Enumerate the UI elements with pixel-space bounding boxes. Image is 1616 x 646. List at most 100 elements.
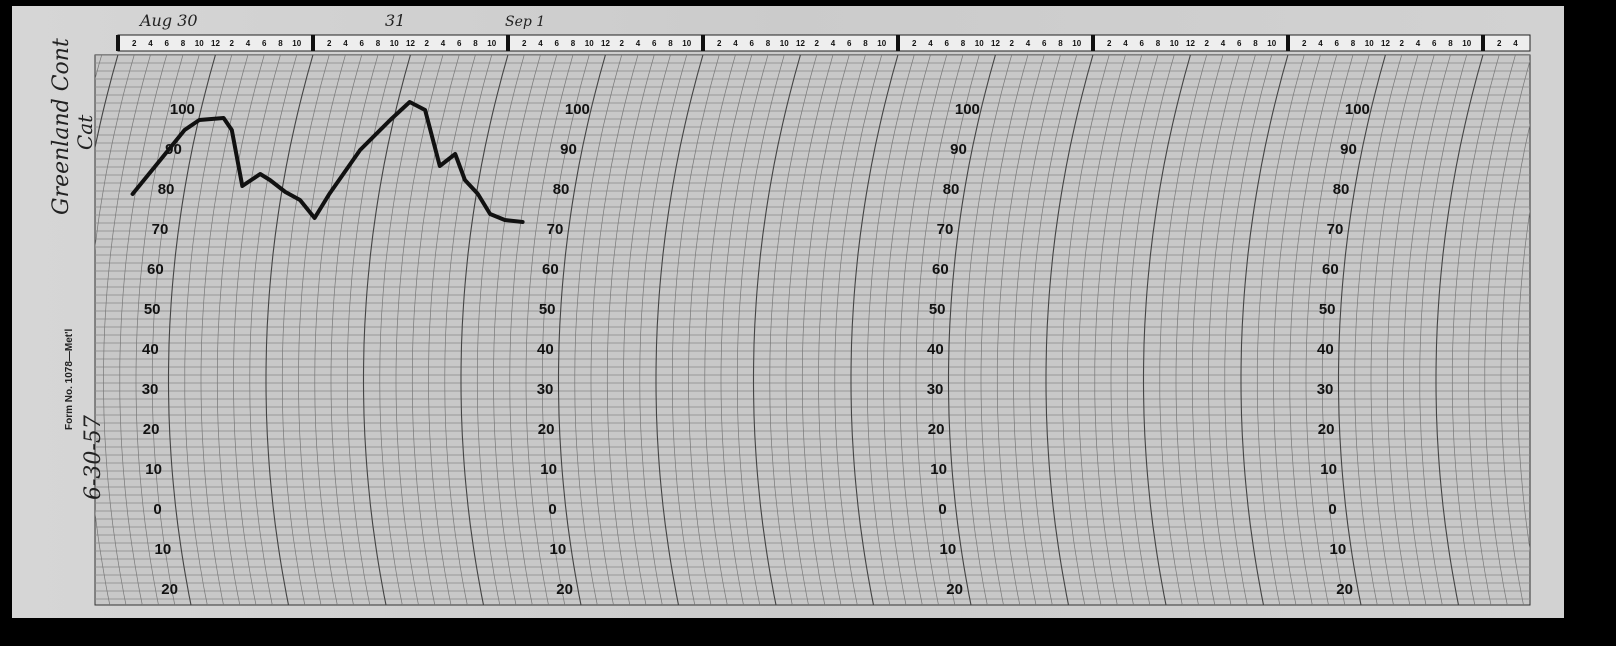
hour-label: 2 [815,39,820,48]
time-line [1061,55,1110,605]
time-line [704,55,753,605]
time-line [834,55,883,605]
hour-label: 4 [538,39,543,48]
time-line [931,55,980,605]
hour-label: 6 [750,39,755,48]
time-line [1419,55,1468,605]
temperature-label: 10 [540,461,557,478]
time-line [574,55,623,605]
hour-label: 4 [831,39,836,48]
temperature-label: 20 [556,581,573,598]
hour-label: 10 [487,39,496,48]
time-line [346,55,395,605]
time-line [1484,59,1530,605]
hour-label: 2 [230,39,235,48]
hour-label: 12 [991,39,1000,48]
hour-label: 10 [292,39,301,48]
hour-label: 10 [975,39,984,48]
hour-label: 6 [360,39,365,48]
temperature-label: 70 [1327,221,1344,238]
hour-label: 10 [1072,39,1081,48]
temperature-label: 30 [927,381,944,398]
hour-label: 2 [620,39,625,48]
temperature-label: 50 [144,301,161,318]
day-separator [311,35,315,51]
time-line [362,55,411,605]
hour-label: 2 [1400,39,1405,48]
temperature-label: 40 [537,341,554,358]
hour-label: 8 [278,39,283,48]
time-line [103,55,151,605]
hour-label: 6 [1335,39,1340,48]
temperature-label: 10 [930,461,947,478]
hour-label: 4 [1416,39,1421,48]
temperature-label: 0 [153,501,161,518]
temperature-label: 10 [550,541,567,558]
time-line [1159,55,1208,605]
time-line [1468,55,1516,605]
hour-label: 8 [1351,39,1356,48]
hour-label: 8 [1253,39,1258,48]
time-line [330,55,379,605]
temperature-label: 90 [165,141,182,158]
temperature-label: 50 [929,301,946,318]
handwritten-date: 31 [385,11,405,30]
temperature-label: 30 [1317,381,1334,398]
hour-label: 4 [441,39,446,48]
temperature-label: 60 [147,261,164,278]
temperature-label: 60 [932,261,949,278]
time-line [1013,55,1061,605]
hour-label: 2 [717,39,722,48]
temperature-label: 90 [950,141,967,158]
time-line [1566,55,1613,605]
time-line [200,55,249,605]
time-line [1337,55,1386,605]
temperature-label: 100 [170,101,195,118]
hour-label: 6 [457,39,462,48]
temperature-label: 80 [943,181,960,198]
hour-label: 4 [1123,39,1128,48]
hour-label: 4 [343,39,348,48]
time-line [1029,55,1078,605]
hour-label: 6 [165,39,170,48]
day-separator [701,35,705,51]
hour-label: 4 [246,39,251,48]
time-line [1240,55,1289,605]
temperature-trace [130,100,525,224]
temperature-label: 10 [1330,541,1347,558]
grid [95,55,1616,605]
time-line [1321,55,1370,605]
time-line [1354,55,1403,605]
hour-label: 4 [1221,39,1226,48]
handwritten-station: Cat [73,114,97,150]
time-line [1078,55,1126,605]
temperature-label: 10 [155,541,172,558]
temperature-label: 100 [1345,101,1370,118]
temperature-label: 0 [1328,501,1336,518]
handwritten-date: Aug 30 [138,11,198,30]
handwritten-date: 6-30-57 [81,415,106,500]
time-line [135,55,184,605]
temperature-label: 20 [928,421,945,438]
time-line [818,55,866,605]
time-line [525,55,574,605]
time-line [509,55,558,605]
temperature-label: 30 [537,381,554,398]
hour-label: 2 [912,39,917,48]
time-line [265,55,314,605]
time-line [996,55,1045,605]
hour-label: 10 [877,39,886,48]
time-line [1110,55,1159,605]
time-line [1451,55,1500,605]
time-line [1500,123,1530,605]
hour-label: 8 [1156,39,1161,48]
hour-label: 12 [1381,39,1390,48]
time-line [1599,55,1616,605]
hour-label: 12 [1186,39,1195,48]
day-separator [896,35,900,51]
time-line [1256,55,1305,605]
hour-label: 10 [780,39,789,48]
time-line [281,55,330,605]
time-line [1126,55,1175,605]
